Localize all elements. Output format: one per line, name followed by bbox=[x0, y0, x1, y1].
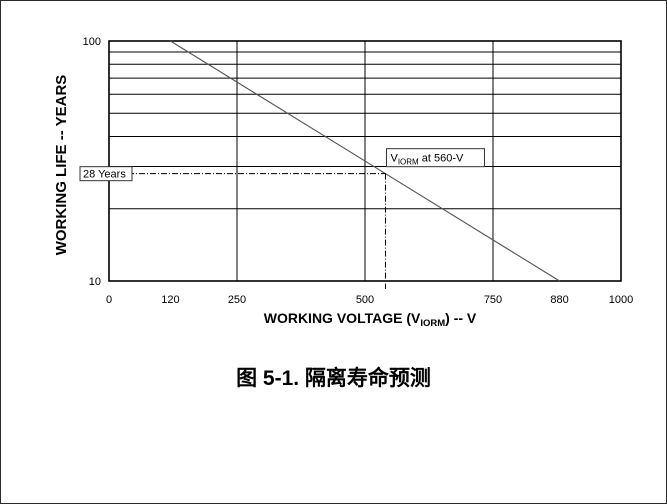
y-tick-label: 100 bbox=[83, 36, 101, 48]
x-tick-label: 500 bbox=[356, 294, 374, 306]
marker-layer bbox=[84, 173, 386, 289]
callout-tail: at 560-V bbox=[419, 153, 464, 165]
figure-caption: 图 5-1. 隔离寿命预测 bbox=[236, 367, 431, 390]
callout: VIORM at 560-V bbox=[385, 148, 485, 168]
x-tick-label: 1000 bbox=[609, 294, 633, 306]
x-axis-label: WORKING VOLTAGE (VIORM) -- V bbox=[264, 310, 477, 329]
series-line bbox=[170, 40, 560, 282]
y-axis-label: WORKING LIFE -- YEARS bbox=[53, 75, 70, 256]
x-tick-labels: 0 120 250 500 750 880 1000 bbox=[106, 294, 633, 306]
y-tick-label: 10 bbox=[89, 276, 101, 288]
plot-border bbox=[108, 40, 622, 282]
x-axis-label-tail: ) -- V bbox=[445, 310, 477, 326]
callout-box bbox=[385, 148, 485, 168]
series-layer bbox=[170, 40, 560, 282]
x-tick-label: 880 bbox=[550, 294, 568, 306]
years-label-text: 28 Years bbox=[83, 169, 126, 181]
x-tick-label: 0 bbox=[106, 294, 112, 306]
years-label-box bbox=[79, 166, 133, 182]
y-tick-labels: 100 10 bbox=[83, 36, 101, 288]
x-tick-label: 250 bbox=[228, 294, 246, 306]
x-axis-label-subscript: IORM bbox=[420, 318, 445, 329]
x-axis-label-main: WORKING VOLTAGE (V bbox=[264, 310, 421, 326]
x-tick-label: 120 bbox=[161, 294, 179, 306]
grid bbox=[109, 41, 621, 281]
callout-main: V bbox=[390, 153, 398, 165]
callout-text: VIORM at 560-V bbox=[390, 153, 464, 167]
years-label: 28 Years bbox=[79, 166, 133, 182]
x-tick-label: 750 bbox=[484, 294, 502, 306]
callout-subscript: IORM bbox=[398, 158, 419, 167]
